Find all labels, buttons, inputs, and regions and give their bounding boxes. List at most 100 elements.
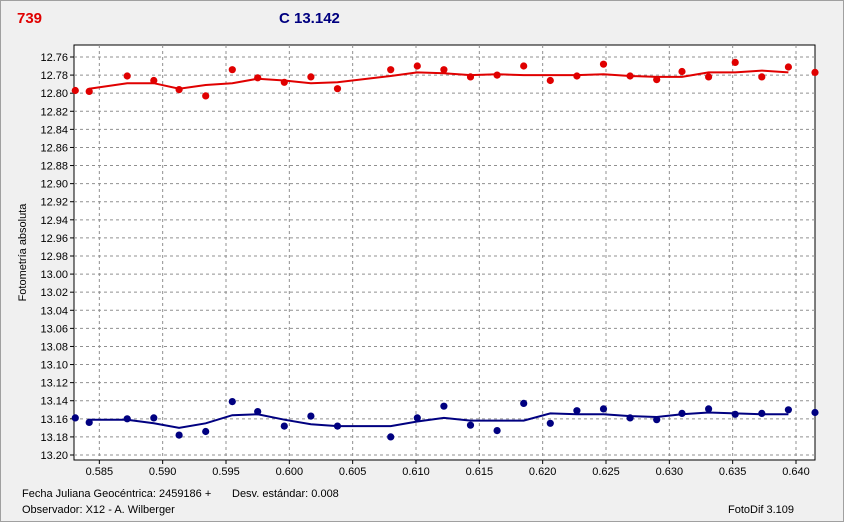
data-point-1: [520, 399, 528, 407]
y-tick-label: 13.00: [40, 269, 68, 281]
data-point-0: [493, 71, 501, 79]
data-point-0: [387, 66, 395, 74]
x-tick-label: 0.585: [86, 466, 114, 478]
data-point-1: [653, 416, 661, 424]
x-tick-label: 0.640: [782, 466, 810, 478]
data-point-0: [440, 66, 448, 74]
data-point-1: [333, 422, 342, 430]
data-point-0: [678, 67, 686, 76]
y-tick-label: 13.14: [40, 396, 68, 408]
software-version-label: FotoDif 3.109: [728, 504, 795, 516]
y-tick-label: 12.88: [40, 161, 68, 173]
y-tick-label: 13.04: [40, 305, 68, 317]
data-point-1: [731, 410, 739, 418]
data-point-1: [228, 398, 236, 406]
x-tick-label: 0.595: [212, 466, 240, 478]
plot-area: [73, 44, 816, 461]
x-tick-label: 0.635: [719, 466, 747, 478]
data-point-0: [546, 76, 554, 85]
data-point-0: [333, 85, 342, 93]
x-tick-label: 0.610: [402, 466, 430, 478]
variable-star-label: 739: [17, 10, 43, 27]
x-tick-label: 0.605: [339, 466, 367, 478]
data-point-0: [626, 72, 634, 80]
y-tick-label: 12.96: [40, 233, 68, 245]
trend-line-0: [89, 69, 789, 90]
y-tick-label: 12.94: [40, 215, 68, 227]
data-point-0: [280, 78, 288, 86]
trend-line-1: [89, 411, 789, 429]
data-point-1: [626, 414, 634, 422]
data-point-0: [653, 76, 661, 84]
data-point-0: [150, 76, 158, 85]
data-point-1: [254, 408, 262, 416]
data-point-1: [175, 431, 183, 439]
data-point-0: [413, 62, 421, 70]
data-point-1: [784, 406, 793, 414]
data-point-0: [784, 63, 793, 71]
y-tick-label: 12.84: [40, 124, 68, 136]
data-point-1: [85, 418, 93, 426]
data-point-1: [705, 405, 713, 413]
y-tick-label: 12.90: [40, 179, 68, 191]
y-tick-label: 12.92: [40, 197, 68, 209]
data-point-0: [731, 58, 739, 66]
data-point-1: [71, 414, 79, 422]
data-point-1: [493, 427, 501, 435]
data-point-1: [123, 415, 131, 423]
data-point-0: [123, 72, 131, 80]
observer-label: Observador: X12 - A. Wilberger: [22, 504, 175, 516]
data-point-1: [758, 409, 766, 417]
data-point-0: [202, 92, 210, 100]
julian-date-label: Fecha Juliana Geocéntrica: 2459186 +: [22, 488, 212, 500]
data-point-0: [254, 74, 262, 82]
data-point-0: [228, 66, 236, 74]
data-point-0: [175, 86, 183, 94]
y-tick-label: 12.80: [40, 88, 68, 100]
y-tick-label: 13.06: [40, 323, 68, 335]
y-tick-label: 12.82: [40, 106, 68, 118]
y-tick-label: 13.18: [40, 432, 68, 444]
data-point-0: [705, 73, 713, 81]
data-point-1: [440, 402, 448, 410]
data-point-1: [678, 409, 686, 417]
data-point-1: [413, 414, 421, 422]
y-tick-label: 12.98: [40, 251, 68, 263]
data-point-1: [202, 427, 210, 436]
x-tick-label: 0.615: [466, 466, 494, 478]
y-tick-label: 12.76: [40, 52, 68, 64]
data-point-1: [150, 414, 158, 422]
y-tick-label: 13.08: [40, 341, 68, 353]
x-tick-label: 0.600: [276, 466, 304, 478]
data-point-1: [280, 422, 288, 430]
data-point-1: [599, 405, 608, 413]
data-point-1: [387, 433, 395, 441]
x-tick-label: 0.625: [592, 466, 620, 478]
x-tick-label: 0.620: [529, 466, 557, 478]
data-point-1: [466, 421, 475, 429]
data-point-0: [71, 86, 79, 95]
y-tick-label: 12.86: [40, 142, 68, 154]
y-tick-label: 13.10: [40, 360, 68, 372]
y-tick-label: 12.78: [40, 70, 68, 82]
data-point-0: [599, 60, 608, 68]
x-tick-label: 0.630: [656, 466, 684, 478]
data-point-1: [307, 412, 315, 420]
y-tick-label: 13.02: [40, 287, 68, 299]
data-point-0: [758, 73, 766, 81]
std-deviation-label: Desv. estándar: 0.008: [232, 488, 339, 500]
data-point-0: [573, 72, 581, 80]
data-point-0: [520, 62, 528, 70]
data-point-0: [307, 73, 315, 81]
y-tick-label: 13.16: [40, 414, 68, 426]
data-point-0: [85, 87, 93, 95]
comparison-star-label: C 13.142: [279, 10, 340, 27]
data-point-1: [811, 408, 819, 417]
data-point-1: [546, 419, 554, 427]
data-point-1: [573, 407, 581, 415]
x-tick-label: 0.590: [149, 466, 177, 478]
y-tick-label: 13.12: [40, 378, 68, 390]
data-point-0: [811, 68, 819, 76]
data-point-0: [466, 73, 475, 81]
